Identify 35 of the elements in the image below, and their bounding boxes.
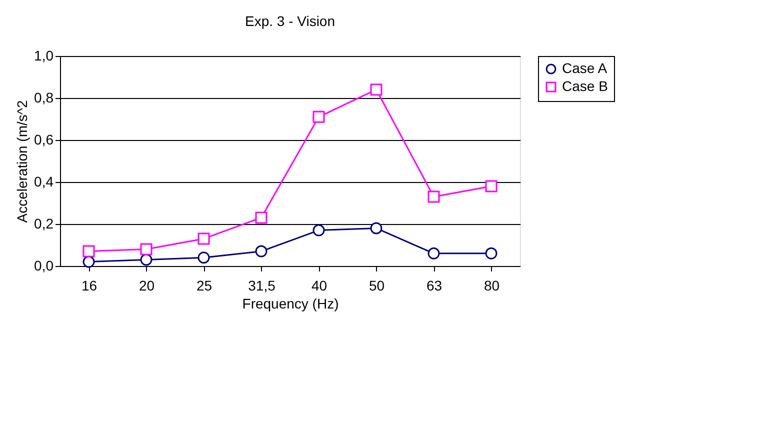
x-tick-label: 80	[484, 278, 500, 294]
chart-title: Exp. 3 - Vision	[244, 13, 336, 29]
point	[370, 222, 382, 234]
y-tick-label: 0,4	[34, 174, 54, 190]
point	[428, 247, 440, 260]
x-tick-label: 40	[311, 278, 328, 294]
x-tick-label: 63	[426, 278, 442, 294]
point	[485, 180, 498, 192]
point	[370, 84, 382, 96]
y-axis-title: Acceleration (m/s^2	[14, 100, 30, 223]
y-tick-label: 0,8	[34, 90, 54, 106]
y-tick-label: 0,6	[34, 132, 54, 148]
x-tick-label: 25	[196, 278, 212, 294]
y-tick-label: 1,0	[34, 48, 54, 64]
point	[82, 256, 95, 268]
point	[198, 252, 210, 264]
point	[140, 243, 152, 256]
y-tick-label: 0,0	[34, 258, 54, 274]
point	[255, 212, 268, 224]
point	[428, 190, 440, 203]
y-tick-label: 0,2	[34, 216, 54, 232]
x-tick-label: 16	[81, 278, 98, 294]
point	[312, 110, 325, 123]
point	[485, 247, 498, 260]
legend-label: Case A	[562, 60, 608, 76]
x-axis-title: Frequency (Hz)	[242, 296, 339, 312]
x-tick-label: 50	[368, 278, 385, 294]
point	[312, 224, 325, 236]
point	[140, 254, 152, 266]
point	[198, 232, 210, 245]
point	[82, 245, 95, 258]
point	[255, 245, 268, 258]
x-tick-label: 31,5	[248, 278, 276, 294]
legend-label: Case B	[562, 78, 608, 94]
x-tick-label: 20	[138, 278, 155, 294]
